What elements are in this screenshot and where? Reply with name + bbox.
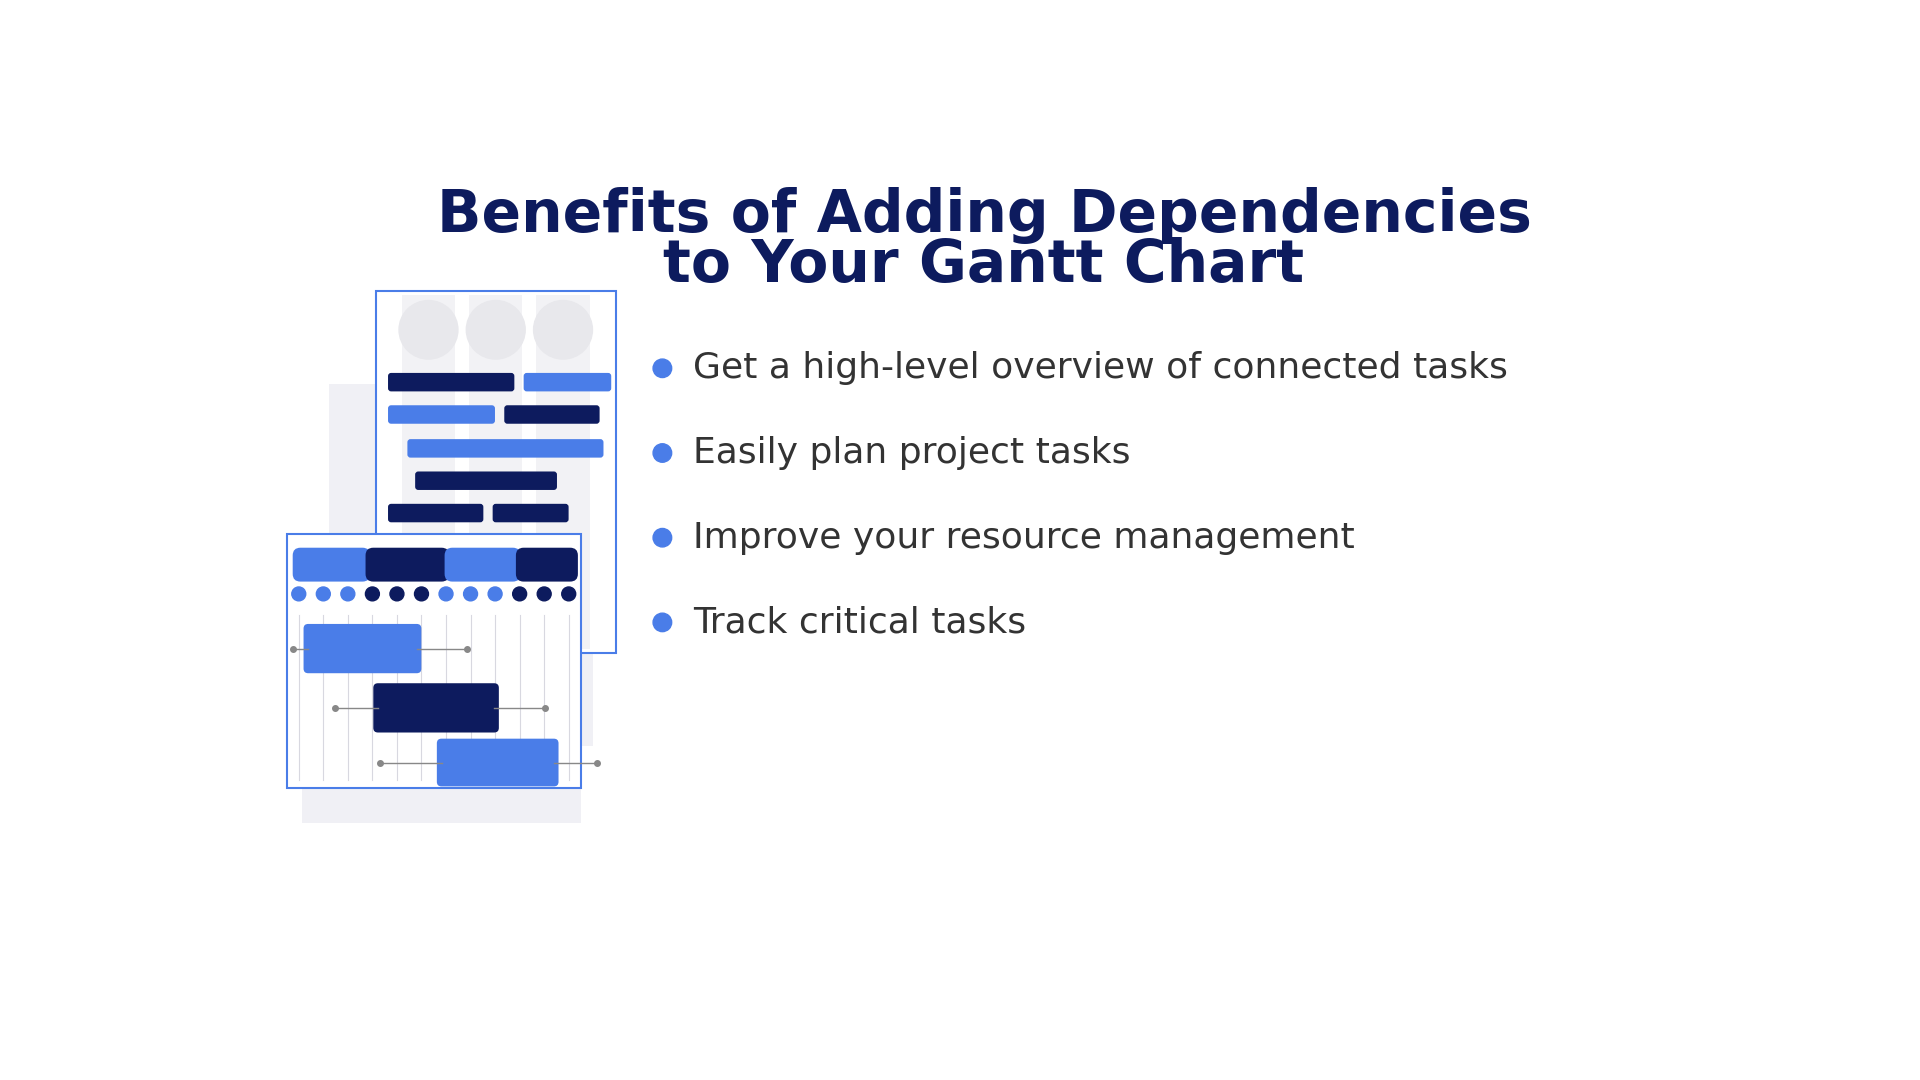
Text: Easily plan project tasks: Easily plan project tasks <box>693 436 1131 470</box>
FancyBboxPatch shape <box>388 503 484 523</box>
Circle shape <box>463 588 478 600</box>
Circle shape <box>538 588 551 600</box>
FancyBboxPatch shape <box>328 383 430 761</box>
FancyBboxPatch shape <box>301 788 582 823</box>
FancyBboxPatch shape <box>438 739 559 786</box>
Circle shape <box>365 588 380 600</box>
Circle shape <box>317 588 330 600</box>
FancyBboxPatch shape <box>422 415 593 745</box>
Text: Track critical tasks: Track critical tasks <box>693 606 1027 639</box>
FancyBboxPatch shape <box>415 472 557 490</box>
Text: to Your Gantt Chart: to Your Gantt Chart <box>664 238 1304 295</box>
Circle shape <box>467 300 526 359</box>
FancyBboxPatch shape <box>407 440 603 458</box>
Circle shape <box>440 588 453 600</box>
Circle shape <box>488 588 501 600</box>
FancyBboxPatch shape <box>468 295 522 649</box>
Circle shape <box>534 300 593 359</box>
Circle shape <box>653 613 672 632</box>
Circle shape <box>342 588 355 600</box>
Circle shape <box>653 359 672 378</box>
FancyBboxPatch shape <box>388 536 576 555</box>
Circle shape <box>653 528 672 546</box>
FancyBboxPatch shape <box>415 568 557 588</box>
Text: Improve your resource management: Improve your resource management <box>693 521 1356 555</box>
Circle shape <box>399 300 459 359</box>
Circle shape <box>390 588 403 600</box>
FancyBboxPatch shape <box>372 684 499 732</box>
FancyBboxPatch shape <box>445 548 520 582</box>
Circle shape <box>653 444 672 462</box>
FancyBboxPatch shape <box>493 503 568 523</box>
Circle shape <box>563 588 576 600</box>
FancyBboxPatch shape <box>388 405 495 423</box>
FancyBboxPatch shape <box>303 624 420 673</box>
Circle shape <box>415 588 428 600</box>
FancyBboxPatch shape <box>516 548 578 582</box>
FancyBboxPatch shape <box>286 534 582 788</box>
FancyBboxPatch shape <box>388 373 515 391</box>
Text: Benefits of Adding Dependencies: Benefits of Adding Dependencies <box>436 187 1532 244</box>
Text: Get a high-level overview of connected tasks: Get a high-level overview of connected t… <box>693 351 1509 386</box>
FancyBboxPatch shape <box>365 548 449 582</box>
FancyBboxPatch shape <box>401 295 455 649</box>
FancyBboxPatch shape <box>524 373 611 391</box>
FancyBboxPatch shape <box>505 405 599 423</box>
FancyBboxPatch shape <box>292 548 371 582</box>
Circle shape <box>292 588 305 600</box>
Circle shape <box>513 588 526 600</box>
FancyBboxPatch shape <box>376 292 616 653</box>
FancyBboxPatch shape <box>536 295 589 649</box>
